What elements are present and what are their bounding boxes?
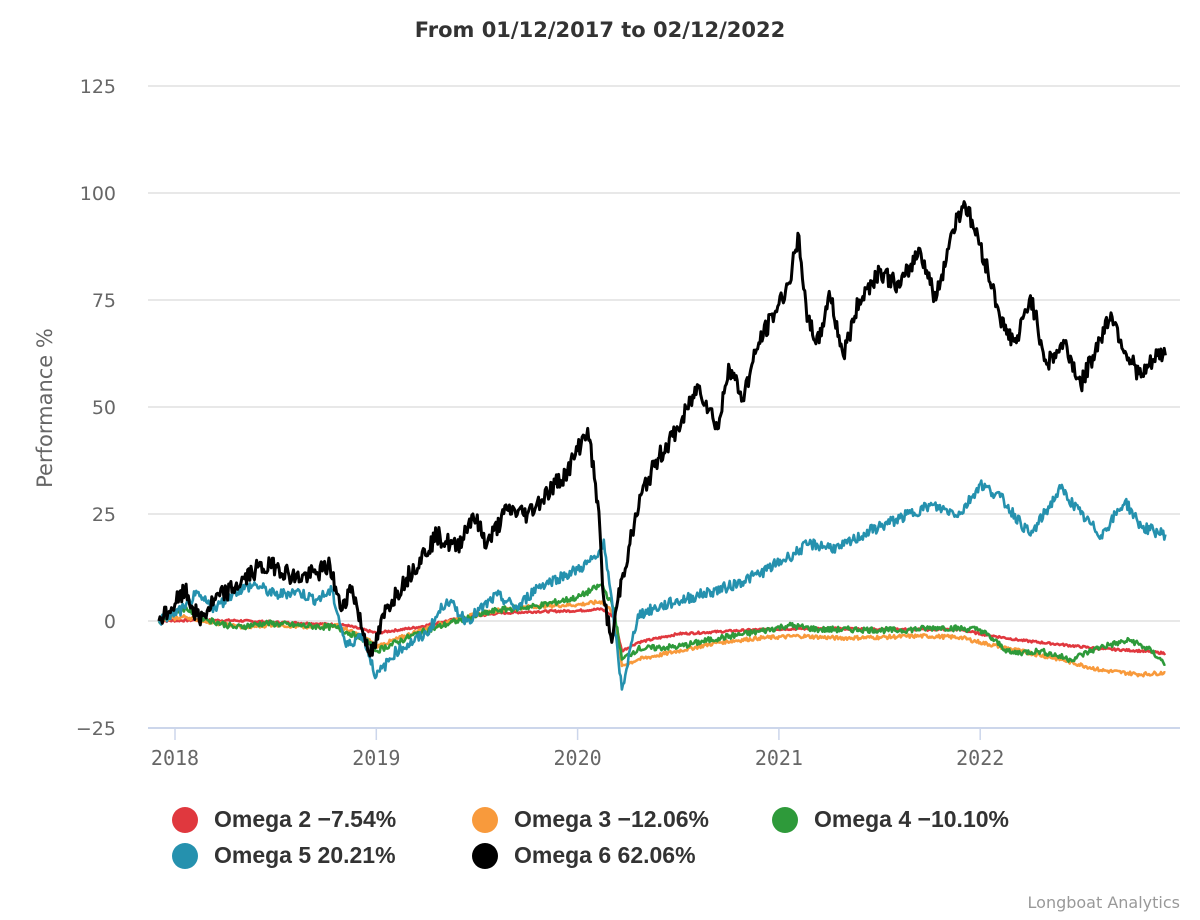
grid-lines bbox=[148, 85, 1180, 622]
series-lines bbox=[157, 200, 1167, 691]
y-tick-label: 0 bbox=[104, 611, 116, 633]
legend-marker-icon bbox=[472, 806, 498, 833]
chart-title: From 01/12/2017 to 02/12/2022 bbox=[415, 18, 786, 42]
credit-text[interactable]: Longboat Analytics bbox=[1027, 893, 1180, 912]
legend-item-omega-5[interactable]: Omega 5 20.21% bbox=[172, 842, 396, 869]
y-tick-label: 25 bbox=[92, 504, 116, 526]
legend-marker-icon bbox=[172, 806, 198, 833]
x-tick-label: 2022 bbox=[956, 746, 1004, 770]
y-tick-label: 50 bbox=[92, 397, 116, 419]
legend-marker-icon bbox=[172, 842, 198, 869]
legend-label: Omega 3 −12.06% bbox=[514, 806, 709, 832]
series-line-omega-4[interactable] bbox=[157, 583, 1166, 666]
x-tick-label: 2021 bbox=[755, 746, 803, 770]
legend-label: Omega 2 −7.54% bbox=[214, 806, 397, 832]
series-line-omega-5[interactable] bbox=[157, 479, 1167, 691]
y-axis-ticks: 125 100 75 50 25 0 −25 bbox=[76, 76, 116, 740]
legend-label: Omega 5 20.21% bbox=[214, 842, 396, 868]
legend-marker-icon bbox=[772, 806, 798, 833]
x-axis: 2018 2019 2020 2021 2022 bbox=[148, 727, 1180, 770]
legend-item-omega-6[interactable]: Omega 6 62.06% bbox=[472, 842, 696, 869]
x-tick-label: 2019 bbox=[352, 746, 400, 770]
x-tick-label: 2020 bbox=[554, 746, 602, 770]
y-tick-label: 75 bbox=[92, 290, 116, 312]
y-tick-label: 125 bbox=[80, 76, 116, 98]
x-tick-label: 2018 bbox=[151, 746, 199, 770]
y-axis-label: Performance % bbox=[33, 328, 57, 488]
legend-label: Omega 6 62.06% bbox=[514, 842, 696, 868]
y-tick-label: 100 bbox=[80, 183, 116, 205]
y-tick-label: −25 bbox=[76, 718, 116, 740]
legend-label: Omega 4 −10.10% bbox=[814, 806, 1009, 832]
legend-item-omega-4[interactable]: Omega 4 −10.10% bbox=[772, 806, 1009, 833]
legend-marker-icon bbox=[472, 842, 498, 869]
legend-item-omega-3[interactable]: Omega 3 −12.06% bbox=[472, 806, 709, 833]
series-line-omega-6[interactable] bbox=[157, 200, 1167, 658]
legend-item-omega-2[interactable]: Omega 2 −7.54% bbox=[172, 806, 396, 833]
